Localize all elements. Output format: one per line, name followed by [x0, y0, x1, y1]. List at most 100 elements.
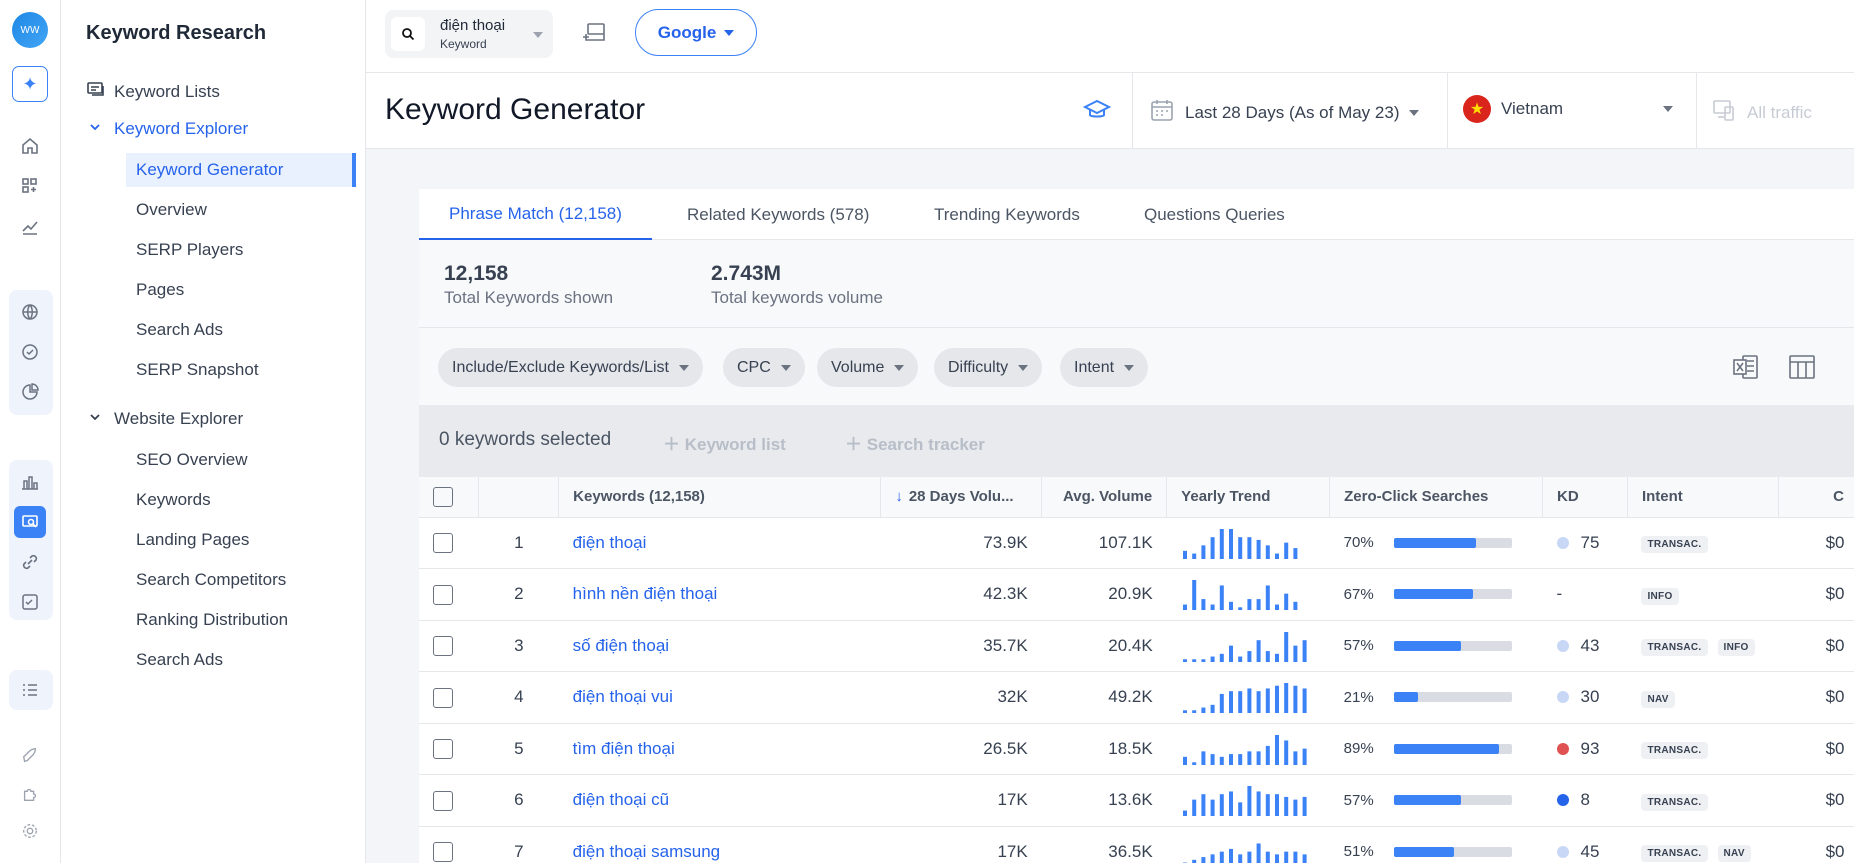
- keyword-link-cell: điện thoại vui: [558, 671, 881, 724]
- sidebar-item-landing-pages[interactable]: Landing Pages: [136, 530, 250, 549]
- academy-hat-icon[interactable]: [1082, 97, 1112, 128]
- keyword-link[interactable]: điện thoại samsung: [572, 841, 721, 861]
- sidebar-item-seo-overview[interactable]: SEO Overview: [136, 450, 248, 469]
- date-range-dropdown[interactable]: Last 28 Days (As of May 23): [1149, 97, 1420, 128]
- keyword-research-icon[interactable]: [14, 506, 46, 538]
- keyword-search-box[interactable]: điện thoại Keyword: [385, 10, 553, 58]
- avg-volume-header[interactable]: Avg. Volume: [1041, 477, 1168, 518]
- ai-sparkle-icon[interactable]: ✦: [12, 66, 48, 102]
- checklist-icon[interactable]: [14, 586, 46, 618]
- settings-gear-icon[interactable]: [14, 815, 46, 847]
- row-checkbox[interactable]: [433, 739, 453, 759]
- trend-chart-icon[interactable]: [14, 210, 46, 242]
- row-index: 6: [478, 774, 559, 827]
- traffic-label: All traffic: [1747, 102, 1812, 122]
- add-compare-icon[interactable]: [580, 20, 608, 51]
- sidebar-item-website-explorer[interactable]: Website Explorer: [88, 409, 243, 429]
- excel-export-icon[interactable]: [1731, 352, 1761, 387]
- select-all-checkbox[interactable]: [433, 486, 453, 507]
- filter-difficulty[interactable]: Difficulty: [934, 348, 1043, 387]
- sidebar-item-search-ads[interactable]: Search Ads: [136, 320, 223, 339]
- add-to-keyword-list-button[interactable]: ＋ Keyword list: [663, 435, 786, 454]
- globe-icon[interactable]: [14, 296, 46, 328]
- sidebar-item-search-competitors[interactable]: Search Competitors: [136, 570, 287, 589]
- trend-bar: [1219, 794, 1224, 817]
- filter-intent[interactable]: Intent: [1060, 348, 1149, 387]
- add-to-search-tracker-button[interactable]: ＋ Search tracker: [845, 435, 985, 454]
- sidebar-item-pages[interactable]: Pages: [136, 280, 185, 299]
- intent-badge: INFO: [1717, 639, 1755, 657]
- table-row[interactable]: 3 số điện thoại 35.7K 20.4K 57% 43 TRANS…: [419, 620, 1854, 672]
- stat-total-volume: 2.743M Total keywords volume: [711, 262, 883, 308]
- keyword-link[interactable]: điện thoại cũ: [572, 790, 670, 810]
- tab-phrase-match[interactable]: Phrase Match (12,158): [419, 189, 652, 240]
- link-icon[interactable]: [14, 546, 46, 578]
- row-checkbox[interactable]: [433, 584, 453, 605]
- row-checkbox[interactable]: [433, 636, 453, 656]
- trend-bar: [1237, 656, 1242, 662]
- filter-include-exclude[interactable]: Include/Exclude Keywords/List: [438, 348, 703, 387]
- search-engine-dropdown[interactable]: Google: [635, 9, 757, 56]
- sidebar-item-serp-snapshot[interactable]: SERP Snapshot: [136, 360, 259, 379]
- traffic-device-dropdown[interactable]: All traffic: [1711, 97, 1812, 128]
- sidebar-item-keyword-explorer[interactable]: Keyword Explorer: [88, 119, 248, 139]
- keyword-link[interactable]: tìm điện thoại: [572, 738, 675, 758]
- chevron-down-icon: [1018, 364, 1029, 371]
- chevron-down-icon[interactable]: [533, 32, 543, 38]
- table-row[interactable]: 6 điện thoại cũ 17K 13.6K 57% 8 TRANSAC.…: [419, 774, 1854, 827]
- home-icon[interactable]: [14, 130, 46, 162]
- kd-header[interactable]: KD: [1542, 477, 1628, 518]
- globe-check-icon[interactable]: [14, 336, 46, 368]
- dashboard-icon[interactable]: [14, 170, 46, 202]
- keyword-link[interactable]: số điện thoại: [572, 635, 670, 655]
- tab-trending-keywords[interactable]: Trending Keywords: [934, 204, 1080, 224]
- zero-click-bar-fill: [1393, 640, 1461, 651]
- row-checkbox[interactable]: [433, 842, 453, 862]
- table-row[interactable]: 4 điện thoại vui 32K 49.2K 21% 30 NAV $0: [419, 671, 1854, 724]
- keyword-link[interactable]: điện thoại: [572, 532, 647, 552]
- columns-table-icon[interactable]: [1787, 352, 1817, 387]
- yearly-trend-header[interactable]: Yearly Trend: [1166, 477, 1331, 518]
- zero-click-header[interactable]: Zero-Click Searches: [1329, 477, 1544, 518]
- tab-questions-queries[interactable]: Questions Queries: [1144, 204, 1285, 224]
- filter-volume[interactable]: Volume: [817, 348, 919, 387]
- days-volume-header[interactable]: ↓ 28 Days Volu...: [880, 477, 1043, 518]
- sidebar-item-website-search-ads[interactable]: Search Ads: [136, 650, 223, 669]
- sidebar-item-overview[interactable]: Overview: [136, 200, 207, 219]
- row-index: 1: [478, 517, 559, 569]
- keyword-link[interactable]: điện thoại vui: [572, 687, 673, 707]
- rocket-icon[interactable]: [14, 740, 46, 772]
- report-list-icon[interactable]: [14, 674, 46, 706]
- table-row[interactable]: 2 hình nền điện thoại 42.3K 20.9K 67% - …: [419, 568, 1854, 621]
- table-row[interactable]: 1 điện thoại 73.9K 107.1K 70% 75 TRANSAC…: [419, 517, 1854, 569]
- row-checkbox[interactable]: [433, 790, 453, 811]
- search-icon[interactable]: [391, 17, 425, 51]
- puzzle-icon[interactable]: [14, 778, 46, 810]
- tab-related-keywords[interactable]: Related Keywords (578): [687, 204, 870, 224]
- keyword-link[interactable]: hình nền điện thoại: [572, 584, 718, 604]
- sidebar-item-serp-players[interactable]: SERP Players: [136, 240, 244, 259]
- sidebar-item-ranking-distribution[interactable]: Ranking Distribution: [136, 610, 289, 629]
- cpc-header[interactable]: C: [1778, 477, 1854, 518]
- trend-bar: [1256, 791, 1261, 817]
- keywords-header[interactable]: Keywords (12,158): [558, 477, 882, 518]
- sidebar-item-keyword-generator[interactable]: Keyword Generator: [126, 153, 356, 187]
- sidebar-item-keyword-lists[interactable]: Keyword Lists: [86, 80, 220, 103]
- intent-header[interactable]: Intent: [1627, 477, 1780, 518]
- pie-chart-icon[interactable]: [14, 376, 46, 408]
- sidebar-item-keywords[interactable]: Keywords: [136, 490, 211, 509]
- bar-chart-icon[interactable]: [14, 466, 46, 498]
- row-checkbox[interactable]: [433, 533, 453, 553]
- row-checkbox[interactable]: [433, 687, 453, 708]
- intent-cell: TRANSAC.: [1627, 723, 1779, 775]
- workspace-logo[interactable]: WW: [12, 12, 48, 48]
- table-row[interactable]: 5 tìm điện thoại 26.5K 18.5K 89% 93 TRAN…: [419, 723, 1854, 775]
- intent-badge: TRANSAC.: [1641, 639, 1708, 657]
- intent-badge: INFO: [1641, 587, 1679, 605]
- country-dropdown[interactable]: ★ Vietnam: [1463, 95, 1673, 123]
- keyword-list-label: Keyword list: [684, 435, 786, 454]
- trend-bar: [1302, 854, 1307, 863]
- table-row[interactable]: 7 điện thoại samsung 17K 36.5K 51% 45 TR…: [419, 826, 1854, 863]
- filter-cpc[interactable]: CPC: [723, 348, 805, 387]
- yearly-trend-cell: [1166, 723, 1330, 775]
